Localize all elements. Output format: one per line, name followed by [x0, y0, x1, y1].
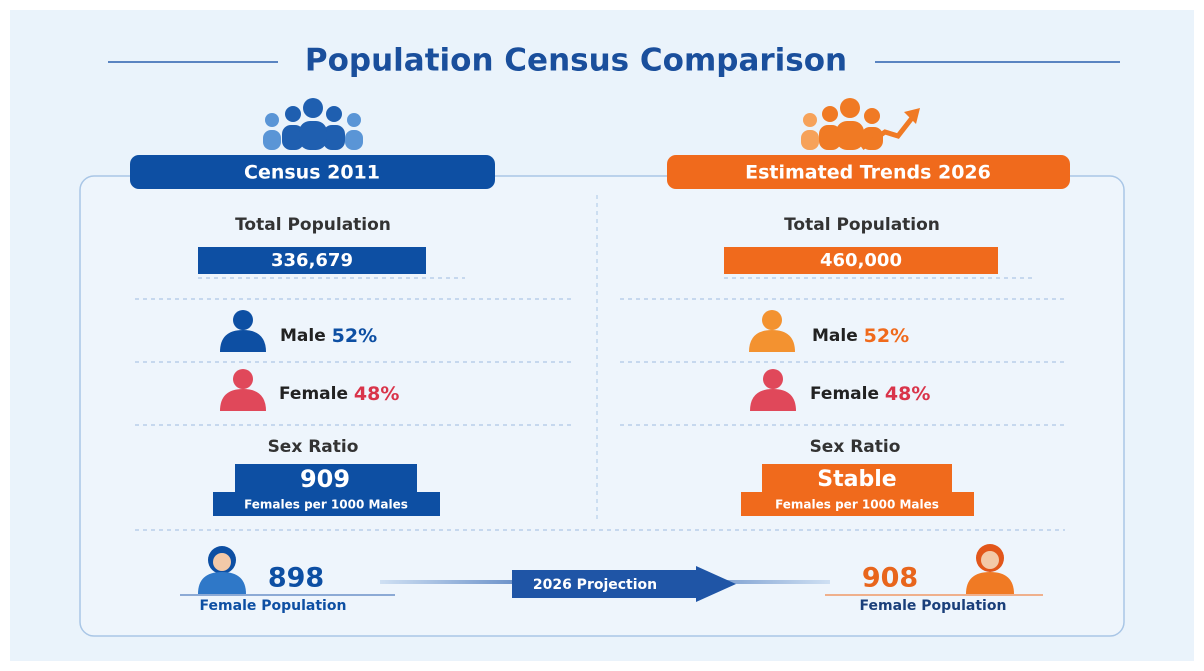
female-pop-label: Female Population: [200, 598, 347, 614]
male: Male 52%: [280, 325, 377, 347]
female-pop: 908: [862, 563, 918, 594]
female-icon: [750, 369, 796, 411]
female-label: Female: [810, 384, 879, 404]
group-icon-trend: [801, 98, 920, 151]
male-label: Male: [812, 326, 858, 346]
male: Male 52%: [812, 325, 909, 347]
panel: [79, 175, 1125, 637]
male-value: 52%: [864, 325, 909, 347]
female-icon: [220, 369, 266, 411]
total: 336,679: [271, 250, 353, 271]
separators: [135, 277, 1065, 531]
female-avatar: [198, 546, 246, 594]
female-pop: 898: [268, 563, 324, 594]
projection: 2026 Projection: [533, 577, 657, 593]
total: 460,000: [820, 250, 902, 271]
ratio-box: [213, 492, 440, 516]
ratio-box: [762, 464, 952, 494]
ratio-box: [741, 492, 974, 516]
female-label: Female: [279, 384, 348, 404]
female-value: 48%: [354, 383, 399, 405]
value-box: [198, 247, 426, 274]
header-pill: [130, 155, 495, 189]
header: Census 2011: [244, 162, 380, 184]
ratio: 909: [300, 465, 350, 493]
arrow-box: [512, 570, 697, 598]
female-pop-label: Female Population: [860, 598, 1007, 614]
male-icon: [220, 310, 266, 352]
ratio: Stable: [817, 467, 896, 492]
header: Estimated Trends 2026: [745, 162, 991, 184]
value-box: [724, 247, 998, 274]
group-icon: [263, 98, 363, 150]
female-value: 48%: [885, 383, 930, 405]
ratio-unit: Females per 1000 Males: [244, 498, 408, 512]
header-pill: [667, 155, 1070, 189]
label: Sex Ratio: [268, 437, 359, 457]
female: Female 48%: [279, 383, 399, 405]
label: Total Population: [235, 215, 391, 235]
ratio-unit: Females per 1000 Males: [775, 498, 939, 512]
title: Population Census Comparison: [305, 43, 847, 79]
male-icon: [749, 310, 795, 352]
female-avatar: [966, 544, 1014, 594]
label: Total Population: [784, 215, 940, 235]
arrow-head: [696, 566, 736, 602]
label: Sex Ratio: [810, 437, 901, 457]
female: Female 48%: [810, 383, 930, 405]
male-value: 52%: [332, 325, 377, 347]
ratio-box: [235, 464, 417, 494]
male-label: Male: [280, 326, 326, 346]
